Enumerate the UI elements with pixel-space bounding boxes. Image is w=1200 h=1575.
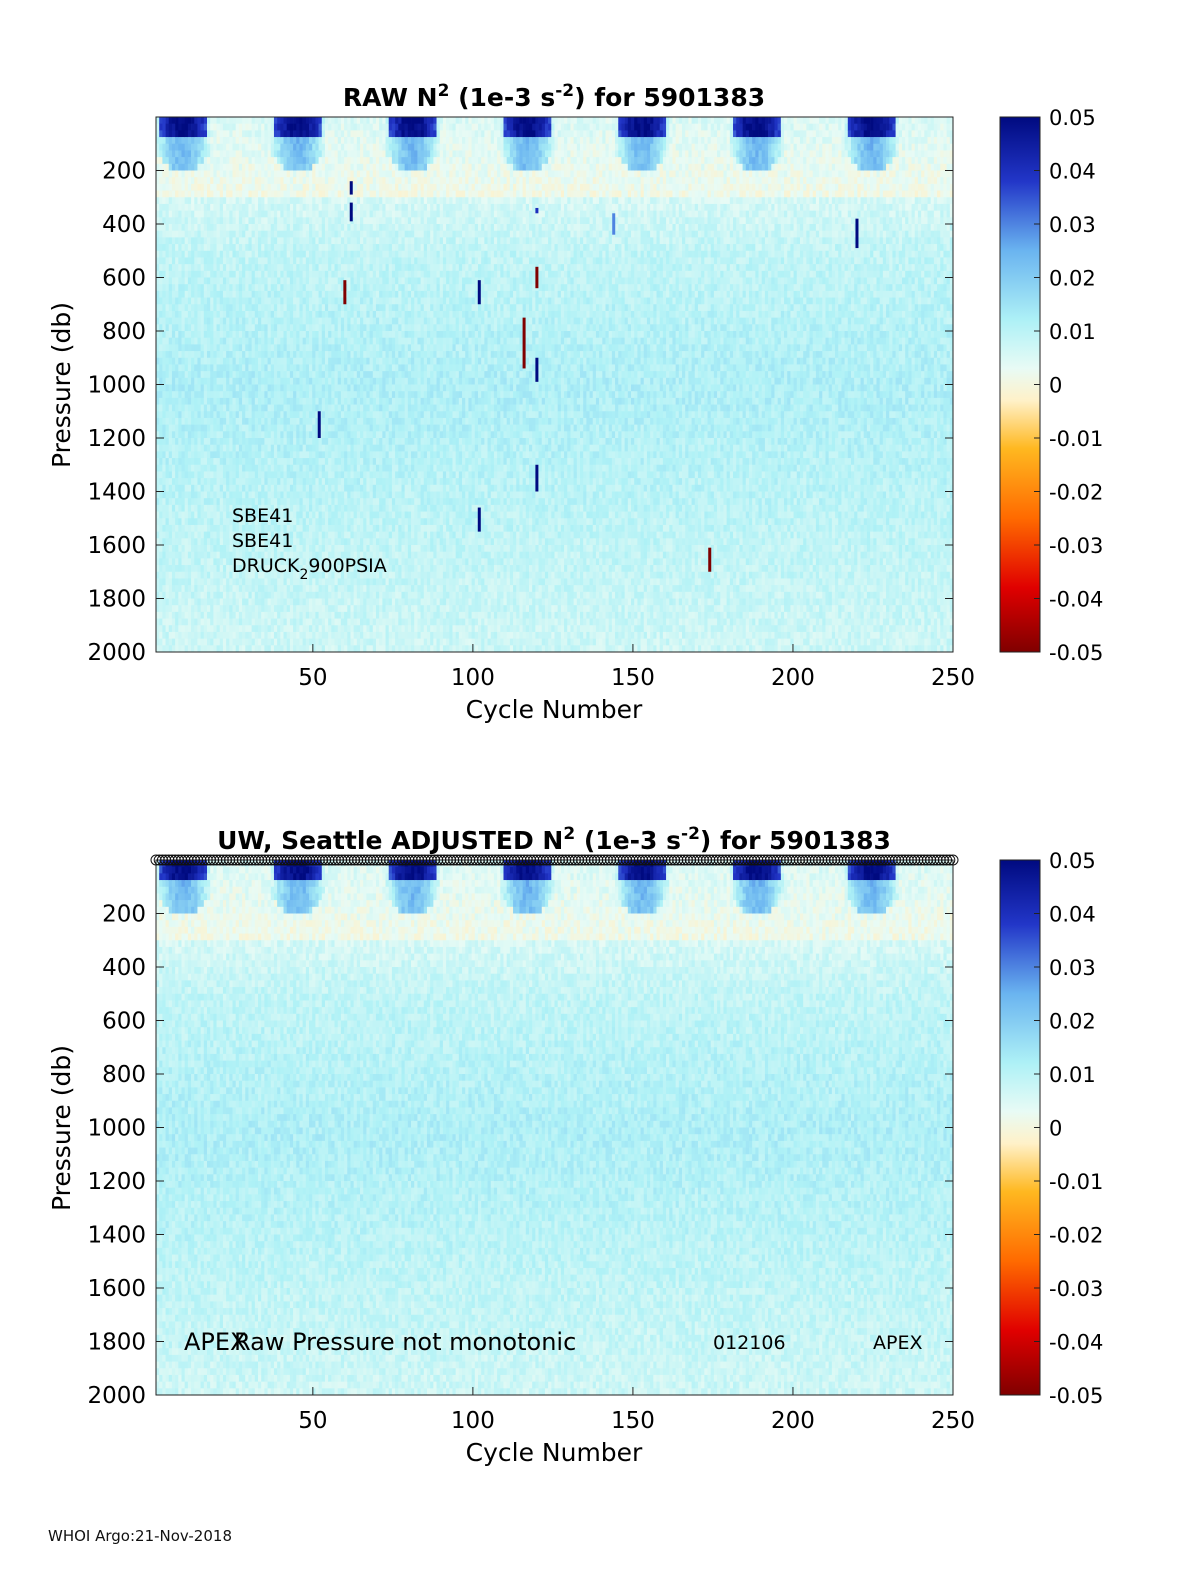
colorbar-tick-label: 0.04: [1049, 160, 1096, 184]
y-tick-label: 1600: [87, 533, 146, 559]
x-axis-label-raw: Cycle Number: [466, 695, 643, 724]
y-tick-label: 200: [102, 159, 146, 185]
colorbar-tick-label: -0.05: [1049, 1384, 1103, 1408]
annotation-serial: 012106: [713, 1332, 786, 1354]
colorbar-tick-label: 0.02: [1049, 1010, 1096, 1034]
y-tick-label: 1200: [87, 426, 146, 452]
spike-mark-9: [535, 465, 538, 492]
colorbar-tick-label: 0.01: [1049, 1063, 1096, 1087]
y-tick-label: 2000: [87, 640, 146, 666]
spike-mark-1: [350, 203, 353, 222]
colorbar-tick-label: -0.03: [1049, 1277, 1103, 1301]
y-tick-label: 600: [102, 266, 146, 292]
spike-mark-12: [708, 548, 711, 572]
colorbar-raw: 0.05 0.04 0.03 0.02 0.01 0 -0.01 -0.02 -0.03 -0.0…: [1000, 106, 1103, 665]
chart-title-raw: RAW N2 (1e-3 s-2) for 5901383: [343, 81, 765, 112]
footer-credit: WHOI Argo:21-Nov-2018: [48, 1527, 232, 1545]
colorbar-tick-label: -0.01: [1049, 427, 1103, 451]
x-tick-label: 100: [451, 1408, 495, 1434]
y-tick-label: 800: [102, 1062, 146, 1088]
y-tick-label: 200: [102, 902, 146, 928]
y-axis-label-raw: Pressure (db): [47, 302, 76, 468]
spike-mark-5: [478, 508, 481, 532]
x-tick-label: 150: [611, 665, 655, 691]
x-tick-label: 100: [451, 665, 495, 691]
y-tick-label: 1200: [87, 1169, 146, 1195]
y-tick-label: 1800: [87, 1330, 146, 1356]
colorbar-tick-label: 0.03: [1049, 956, 1096, 980]
x-axis-label-adjusted: Cycle Number: [466, 1438, 643, 1467]
annotation-sbe41-1: SBE41: [232, 505, 293, 527]
colorbar-tick-label: 0: [1049, 374, 1062, 398]
panel-raw: RAW N2 (1e-3 s-2) for 5901383 200 400 600 8…: [47, 81, 1103, 724]
colorbar-tick-label: -0.05: [1049, 641, 1103, 665]
spike-mark-11: [612, 213, 615, 234]
colorbar-tick-label: -0.03: [1049, 534, 1103, 558]
spike-mark-7: [535, 267, 538, 288]
y-tick-label: 1400: [87, 1223, 146, 1249]
spike-mark-8: [535, 358, 538, 382]
colorbar-tick-label: 0.05: [1049, 106, 1096, 130]
colorbar-tick-label: -0.04: [1049, 588, 1103, 612]
x-tick-label: 150: [611, 1408, 655, 1434]
spike-mark-2: [343, 280, 346, 304]
x-tick-label: 50: [298, 1408, 327, 1434]
colorbar-tick-label: 0.04: [1049, 903, 1096, 927]
colorbar-adjusted: 0.05 0.04 0.03 0.02 0.01 0 -0.01 -0.02 -0.03 -0.0…: [1000, 849, 1103, 1408]
spike-mark-6: [523, 318, 526, 369]
y-tick-label: 1000: [87, 373, 146, 399]
y-tick-label: 800: [102, 319, 146, 345]
y-tick-label: 2000: [87, 1383, 146, 1409]
spike-mark-3: [318, 411, 321, 438]
y-tick-label: 400: [102, 955, 146, 981]
colorbar-tick-label: -0.01: [1049, 1170, 1103, 1194]
x-tick-label: 200: [771, 665, 815, 691]
annotation-raw-pressure: Raw Pressure not monotonic: [234, 1328, 576, 1356]
colorbar-tick-label: 0.02: [1049, 267, 1096, 291]
x-tick-label: 200: [771, 1408, 815, 1434]
x-tick-label: 250: [931, 1408, 975, 1434]
x-tick-label: 50: [298, 665, 327, 691]
colorbar-tick-label: 0.05: [1049, 849, 1096, 873]
colorbar-tick-label: -0.02: [1049, 481, 1103, 505]
spike-mark-13: [855, 219, 858, 248]
colorbar-tick-label: 0.01: [1049, 320, 1096, 344]
y-tick-label: 600: [102, 1009, 146, 1035]
heatmap-adjusted: [156, 860, 953, 1395]
y-tick-label: 1800: [87, 587, 146, 613]
y-tick-label: 1000: [87, 1116, 146, 1142]
y-tick-label: 1400: [87, 480, 146, 506]
y-axis-label-adjusted: Pressure (db): [47, 1045, 76, 1211]
panel-adjusted: UW, Seattle ADJUSTED N2 (1e-3 s-2) for 5…: [47, 824, 1103, 1467]
annotation-sbe41-2: SBE41: [232, 530, 293, 552]
colorbar-tick-label: 0.03: [1049, 213, 1096, 237]
y-tick-label: 1600: [87, 1276, 146, 1302]
spike-mark-4: [478, 280, 481, 304]
colorbar-tick-label: -0.04: [1049, 1331, 1103, 1355]
annotation-apex-right: APEX: [873, 1332, 922, 1354]
x-tick-label: 250: [931, 665, 975, 691]
colorbar-tick-label: 0: [1049, 1117, 1062, 1141]
figure: RAW N2 (1e-3 s-2) for 5901383 200 400 600 8…: [0, 0, 1200, 1575]
chart-title-adjusted: UW, Seattle ADJUSTED N2 (1e-3 s-2) for 5…: [217, 824, 891, 855]
y-tick-label: 400: [102, 212, 146, 238]
colorbar-tick-label: -0.02: [1049, 1224, 1103, 1248]
spike-mark-0: [350, 181, 353, 194]
spike-mark-10: [535, 208, 538, 213]
